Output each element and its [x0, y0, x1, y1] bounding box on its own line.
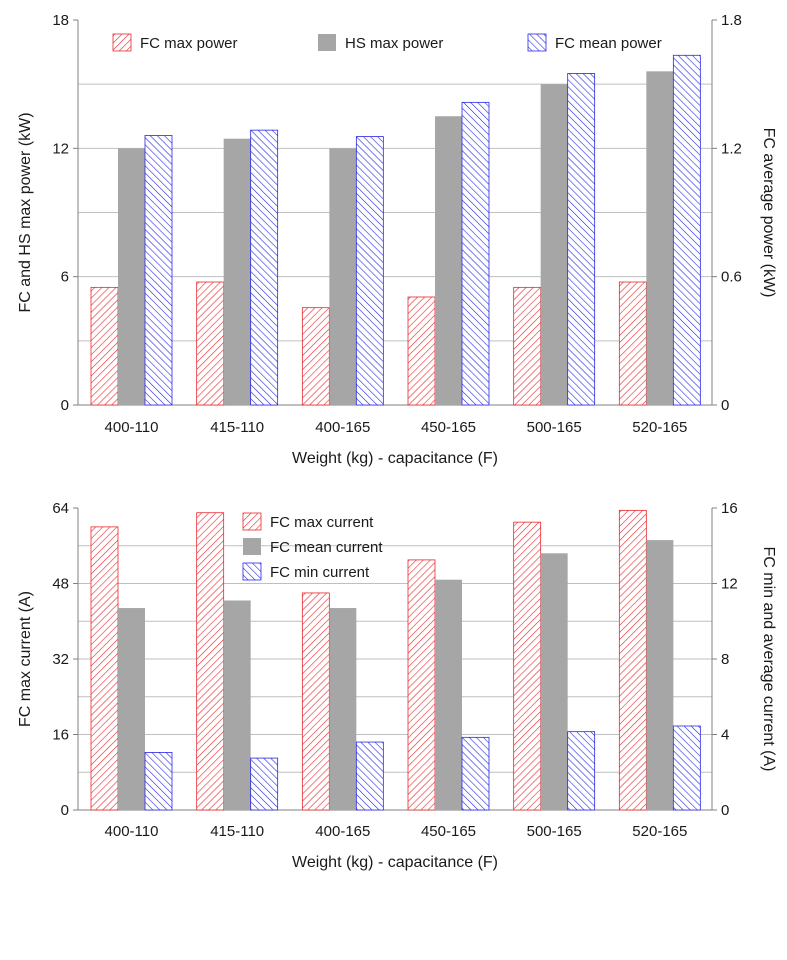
x-tick-label: 415-110 [210, 419, 264, 436]
bar-fc-min-current-520-165 [672, 725, 701, 811]
bar-fc-mean-power-400-165 [355, 136, 384, 406]
bar-fc-mean-current-400-110 [118, 608, 145, 810]
y-tick-right-label: 0 [721, 397, 729, 414]
bar-fc-mean-current-450-165 [435, 579, 462, 810]
bar-fc-max-power-520-165 [618, 281, 647, 406]
bar-hs-max-power-400-110 [118, 148, 145, 406]
y-tick-right-label: 1.8 [721, 12, 742, 29]
bar-fc-max-power-400-165 [301, 307, 330, 406]
y-tick-right-label: 4 [721, 727, 729, 744]
y-tick-left-label: 48 [52, 576, 69, 593]
bar-fc-mean-power-400-110 [144, 135, 173, 406]
x-tick-label: 400-110 [105, 419, 159, 436]
bar-fc-max-current-415-110 [196, 512, 225, 811]
x-tick-label: 500-165 [527, 419, 582, 436]
legend-label-fc-max-power: FC max power [140, 35, 238, 52]
legend-swatch-fc-min-current [242, 562, 262, 581]
y-tick-left-label: 16 [52, 727, 69, 744]
y-tick-left-label: 0 [61, 397, 69, 414]
bar-fc-max-current-450-165 [407, 559, 436, 811]
legend-swatch-fc-mean-current [243, 538, 261, 555]
bar-hs-max-power-400-165 [329, 148, 357, 406]
y-tick-right-label: 0.6 [721, 269, 742, 286]
bar-fc-max-power-400-110 [90, 286, 119, 406]
bar-fc-min-current-415-110 [250, 757, 279, 811]
bar-hs-max-power-500-165 [540, 84, 568, 406]
legend: FC max current FC mean current FC min curr… [242, 512, 383, 581]
bar-fc-max-power-450-165 [407, 296, 436, 406]
x-tick-label: 415-110 [210, 823, 264, 840]
y-tick-right-label: 1.2 [721, 140, 742, 157]
bar-fc-mean-current-400-165 [329, 608, 357, 810]
legend-swatch-hs-max-power [318, 34, 336, 51]
bar-hs-max-power-450-165 [435, 116, 462, 405]
legend: FC max power HS max power FC mean power [112, 33, 662, 52]
legend-label-fc-max-current: FC max current [270, 514, 374, 531]
legend-swatch-fc-max-current [242, 512, 262, 531]
y-tick-left-label: 12 [52, 140, 69, 157]
bar-fc-mean-current-520-165 [646, 540, 674, 810]
x-axis-label: Weight (kg) - capacitance (F) [292, 854, 498, 871]
bar-fc-mean-current-500-165 [540, 553, 568, 810]
legend-label-fc-mean-current: FC mean current [270, 539, 383, 556]
bar-fc-min-current-400-110 [144, 752, 173, 811]
bar-fc-min-current-500-165 [567, 731, 596, 811]
bar-fc-mean-power-520-165 [672, 54, 701, 406]
y-axis-left-label: FC and HS max power (kW) [17, 112, 34, 312]
x-tick-label: 500-165 [527, 823, 582, 840]
y-axis-right-label: FC min and average current (A) [760, 547, 777, 772]
x-axis-label: Weight (kg) - capacitance (F) [292, 450, 498, 467]
bar-fc-mean-power-450-165 [461, 101, 490, 406]
legend-label-fc-mean-power: FC mean power [555, 35, 662, 52]
y-tick-right-label: 12 [721, 576, 738, 593]
y-tick-right-label: 0 [721, 802, 729, 819]
x-tick-label: 520-165 [632, 823, 687, 840]
bar-fc-min-current-450-165 [461, 736, 490, 811]
y-tick-left-label: 64 [52, 500, 69, 517]
power-chart: 0 6 12 18 0 0.6 1.2 1.8 400-110 415-110 400-165 450… [17, 12, 777, 467]
legend-label-fc-min-current: FC min current [270, 564, 370, 581]
x-tick-label: 400-165 [315, 823, 370, 840]
bar-hs-max-power-415-110 [223, 138, 251, 406]
x-tick-label: 400-110 [105, 823, 159, 840]
bar-fc-max-current-400-165 [301, 592, 330, 811]
x-tick-label: 450-165 [421, 419, 476, 436]
bar-fc-max-current-500-165 [513, 521, 542, 811]
x-tick-label: 520-165 [632, 419, 687, 436]
y-tick-left-label: 6 [61, 269, 69, 286]
legend-swatch-fc-max-power [112, 33, 132, 52]
legend-label-hs-max-power: HS max power [345, 35, 443, 52]
y-tick-left-label: 32 [52, 651, 69, 668]
x-tick-label: 450-165 [421, 823, 476, 840]
bar-fc-max-power-415-110 [196, 281, 225, 406]
y-axis-right-label: FC average power (kW) [760, 128, 777, 298]
y-axis-left-label: FC max current (A) [17, 591, 34, 727]
bar-fc-min-current-400-165 [355, 741, 384, 811]
y-tick-left-label: 0 [61, 802, 69, 819]
bar-fc-mean-current-415-110 [223, 600, 251, 810]
bar-fc-mean-power-500-165 [567, 73, 596, 406]
bar-fc-max-current-400-110 [90, 526, 119, 811]
bar-hs-max-power-520-165 [646, 71, 674, 405]
y-tick-left-label: 18 [52, 12, 69, 29]
legend-swatch-fc-mean-power [527, 33, 547, 52]
bar-fc-max-power-500-165 [513, 286, 542, 406]
bar-fc-max-current-520-165 [618, 509, 647, 811]
x-tick-label: 400-165 [315, 419, 370, 436]
y-tick-right-label: 16 [721, 500, 738, 517]
bar-fc-mean-power-415-110 [250, 129, 279, 406]
y-tick-right-label: 8 [721, 651, 729, 668]
